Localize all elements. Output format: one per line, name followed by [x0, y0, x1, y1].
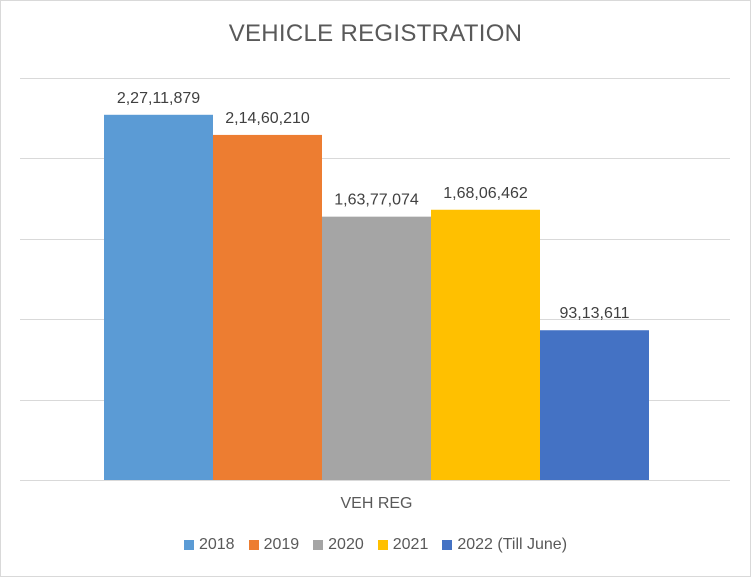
bar-2018: [104, 114, 213, 481]
bar-2019: [213, 134, 322, 480]
data-label-2019: 2,14,60,210: [225, 110, 310, 127]
bars: [104, 114, 649, 481]
legend-swatch: [377, 540, 388, 550]
legend-label: 2021: [392, 536, 429, 553]
data-label-2022: 93,13,611: [560, 305, 630, 322]
chart-title: VEHICLE REGISTRATION: [228, 20, 523, 47]
legend-item-2021: 2021: [377, 536, 429, 554]
data-label-2020: 1,63,77,074: [334, 192, 419, 209]
legend-item-2018: 2018: [183, 536, 235, 554]
data-label-2021: 1,68,06,462: [443, 185, 528, 202]
legend-swatch: [248, 540, 259, 550]
bar-2022: [540, 330, 649, 480]
legend-label: 2022 (Till June): [457, 536, 568, 553]
data-labels: 2,27,11,879 2,14,60,210 1,63,77,074 1,68,06…: [117, 90, 630, 322]
legend-label: 2019: [263, 536, 300, 553]
x-axis-category-label: VEH REG: [340, 495, 412, 512]
legend-item-2019: 2019: [248, 536, 300, 554]
legend-swatch: [442, 540, 453, 550]
legend-item-2022: 2022 (Till June): [442, 536, 567, 554]
bar-2020: [322, 216, 431, 480]
legend-swatch: [183, 540, 194, 550]
legend-label: 2018: [198, 536, 235, 553]
data-label-2018: 2,27,11,879: [117, 90, 200, 107]
legend-swatch: [313, 540, 324, 550]
legend-item-2020: 2020: [313, 536, 364, 554]
legend-label: 2020: [328, 536, 364, 553]
legend: 2018 2019 2020 2021 2022 (Till June): [0, 536, 751, 554]
bar-2021: [431, 209, 540, 481]
